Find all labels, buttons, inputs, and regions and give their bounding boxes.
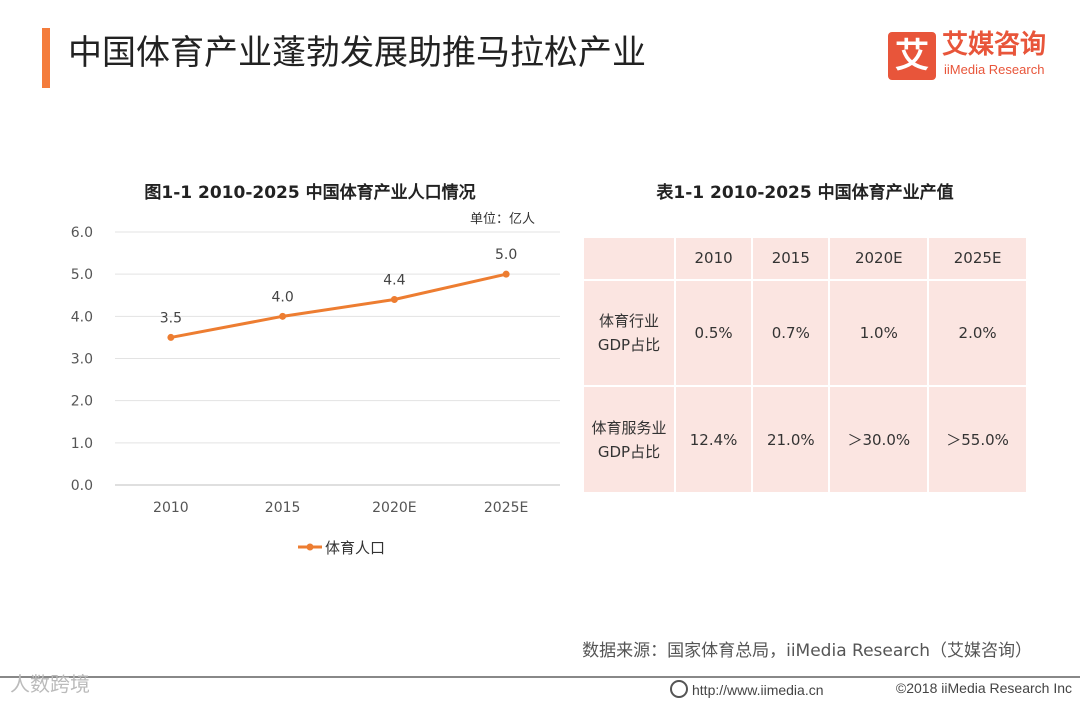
data-labels: 3.5 4.0 4.4 5.0	[160, 247, 518, 326]
data-point	[502, 270, 510, 278]
table-row: 体育行业 GDP占比 0.5% 0.7% 1.0% 2.0%	[582, 278, 1028, 388]
table-header-cell: 2025E	[927, 236, 1028, 281]
logo-chinese-name: 艾媒咨询	[942, 30, 1047, 60]
table-cell: ＞55.0%	[927, 385, 1028, 494]
page-title: 中国体育产业蓬勃发展助推马拉松产业	[68, 33, 646, 73]
gdp-table: 2010 2015 2020E 2025E 体育行业 GDP占比 0.5% 0.…	[582, 236, 1028, 494]
chart-gridlines	[115, 231, 560, 486]
table-row: 体育服务业 GDP占比 12.4% 21.0% ＞30.0% ＞55.0%	[582, 385, 1028, 494]
y-tick-label: 0.0	[71, 478, 93, 494]
legend-label: 体育人口	[325, 539, 385, 557]
row-label-line1: 体育行业	[598, 311, 659, 330]
x-tick-label: 2025E	[484, 500, 528, 516]
series-line-sports-population	[170, 272, 507, 339]
x-tick-label: 2010	[153, 500, 189, 516]
table-header-cell: 2020E	[828, 236, 930, 281]
row-label-line1: 体育服务业	[591, 418, 667, 437]
legend-marker	[306, 543, 314, 551]
data-label: 3.5	[160, 310, 182, 326]
data-point	[279, 312, 287, 320]
title-accent-bar	[42, 28, 50, 88]
table-header-cell	[582, 236, 676, 281]
logo-mark: 艾	[888, 32, 936, 80]
y-tick-label: 3.0	[71, 352, 93, 368]
table-cell: 0.5%	[673, 278, 754, 388]
table-header-cell: 2010	[673, 236, 754, 281]
chart-legend: 体育人口	[298, 539, 385, 557]
data-point	[167, 333, 175, 341]
footer-copyright: ©2018 iiMedia Research Inc	[895, 680, 1072, 696]
table-title: 表1-1 2010-2025 中国体育产业产值	[656, 183, 954, 203]
y-tick-label: 2.0	[71, 394, 93, 410]
brand-logo: 艾 艾媒咨询 iiMedia Research	[888, 30, 1063, 82]
logo-english-name: iiMedia Research	[944, 62, 1045, 77]
table-cell: 21.0%	[751, 385, 831, 494]
y-tick-label: 6.0	[71, 225, 93, 241]
watermark: 人数跨境	[10, 672, 90, 696]
row-label: 体育行业 GDP占比	[582, 278, 676, 388]
x-axis-ticks: 2010 2015 2020E 2025E	[153, 500, 528, 516]
y-tick-label: 1.0	[71, 436, 93, 452]
y-tick-label: 5.0	[71, 267, 93, 283]
table-cell: 12.4%	[673, 385, 754, 494]
y-axis-ticks: 0.0 1.0 2.0 3.0 4.0 5.0 6.0	[71, 225, 93, 494]
series-points	[167, 270, 510, 341]
row-label-line2: GDP占比	[597, 442, 661, 461]
footer-url-text[interactable]: http://www.iimedia.cn	[692, 682, 824, 698]
x-tick-label: 2020E	[372, 500, 416, 516]
x-tick-label: 2015	[265, 500, 301, 516]
data-label: 4.0	[271, 289, 293, 305]
table-cell: ＞30.0%	[828, 385, 930, 494]
row-label-line2: GDP占比	[597, 335, 661, 354]
footer-url[interactable]: http://www.iimedia.cn	[670, 680, 824, 698]
chart-title: 图1-1 2010-2025 中国体育产业人口情况	[144, 183, 476, 203]
footer-divider	[0, 676, 1080, 678]
table-cell: 2.0%	[927, 278, 1028, 388]
data-label: 5.0	[495, 247, 517, 263]
table-header-cell: 2015	[751, 236, 831, 281]
table-cell: 1.0%	[828, 278, 930, 388]
chart-unit: 单位：亿人	[470, 212, 536, 227]
data-point	[390, 295, 398, 303]
row-label: 体育服务业 GDP占比	[582, 385, 676, 494]
data-source: 数据来源：国家体育总局，iiMedia Research（艾媒咨询）	[582, 641, 1032, 661]
y-tick-label: 4.0	[71, 309, 93, 325]
data-label: 4.4	[383, 272, 405, 288]
population-line-chart: 0.0 1.0 2.0 3.0 4.0 5.0 6.0 2010 2015 2020E 2025E…	[71, 225, 560, 557]
table-header-row: 2010 2015 2020E 2025E	[582, 236, 1028, 281]
table-cell: 0.7%	[751, 278, 831, 388]
globe-icon	[670, 680, 688, 698]
